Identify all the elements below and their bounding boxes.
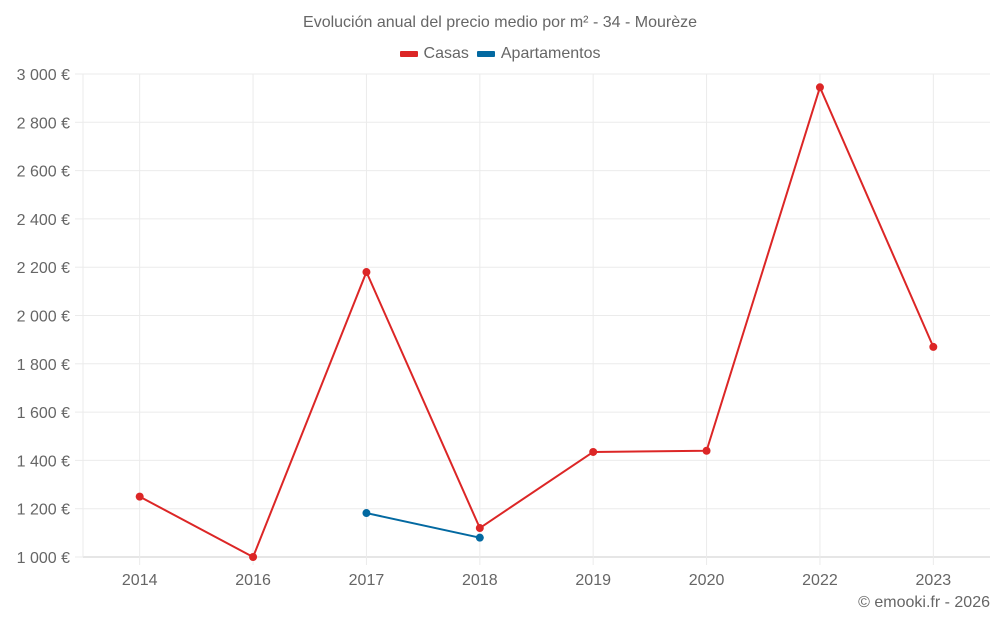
data-point[interactable] [249,553,258,561]
data-point[interactable] [135,492,144,501]
grid-lines [75,73,990,565]
y-axis: 1 000 € 1 200 € 1 400 € 1 600 € 1 800 € 2 000… [17,67,70,567]
legend-label-apartamentos: Apartamentos [500,45,601,62]
x-tick-label: 2022 [802,572,838,589]
data-point[interactable] [702,446,711,455]
x-tick-label: 2016 [235,572,271,589]
x-tick-label: 2014 [122,572,158,589]
series-layer [135,83,938,561]
legend-item-apartamentos[interactable]: Apartamentos [476,45,601,63]
x-tick-label: 2019 [575,572,611,589]
y-tick-label: 2 800 € [17,115,70,132]
legend-swatch-casas [399,51,418,57]
data-point[interactable] [362,509,371,518]
y-tick-label: 1 400 € [17,453,70,470]
legend-label-casas: Casas [423,45,469,62]
x-tick-label: 2023 [916,572,952,589]
x-tick-label: 2020 [689,572,725,589]
data-point[interactable] [589,447,598,456]
x-tick-label: 2018 [462,572,498,589]
series-line-apartamentos [366,512,481,539]
x-axis: 2014 2016 2017 2018 2019 2020 2022 2023 [122,572,951,589]
credit-text: © emooki.fr - 2026 [858,594,990,611]
x-tick-label: 2017 [349,572,385,589]
y-tick-label: 1 200 € [17,502,70,519]
y-tick-label: 1 600 € [17,405,70,422]
data-point[interactable] [475,533,484,542]
y-tick-label: 2 000 € [17,309,70,326]
data-point[interactable] [929,342,938,351]
legend-item-casas[interactable]: Casas [399,45,469,63]
data-point[interactable] [815,83,824,92]
legend-swatch-apartamentos [476,51,495,57]
data-point[interactable] [475,524,484,533]
chart-title: Evolución anual del precio medio por m² … [303,14,697,31]
y-tick-label: 2 600 € [17,164,70,181]
y-tick-label: 2 200 € [17,260,70,277]
y-tick-label: 1 000 € [17,550,70,567]
chart-legend: Casas Apartamentos [0,45,1000,63]
y-tick-label: 3 000 € [17,67,70,84]
y-tick-label: 2 400 € [17,212,70,229]
y-tick-label: 1 800 € [17,357,70,374]
data-point[interactable] [362,268,371,277]
series-line-casas [139,86,935,558]
